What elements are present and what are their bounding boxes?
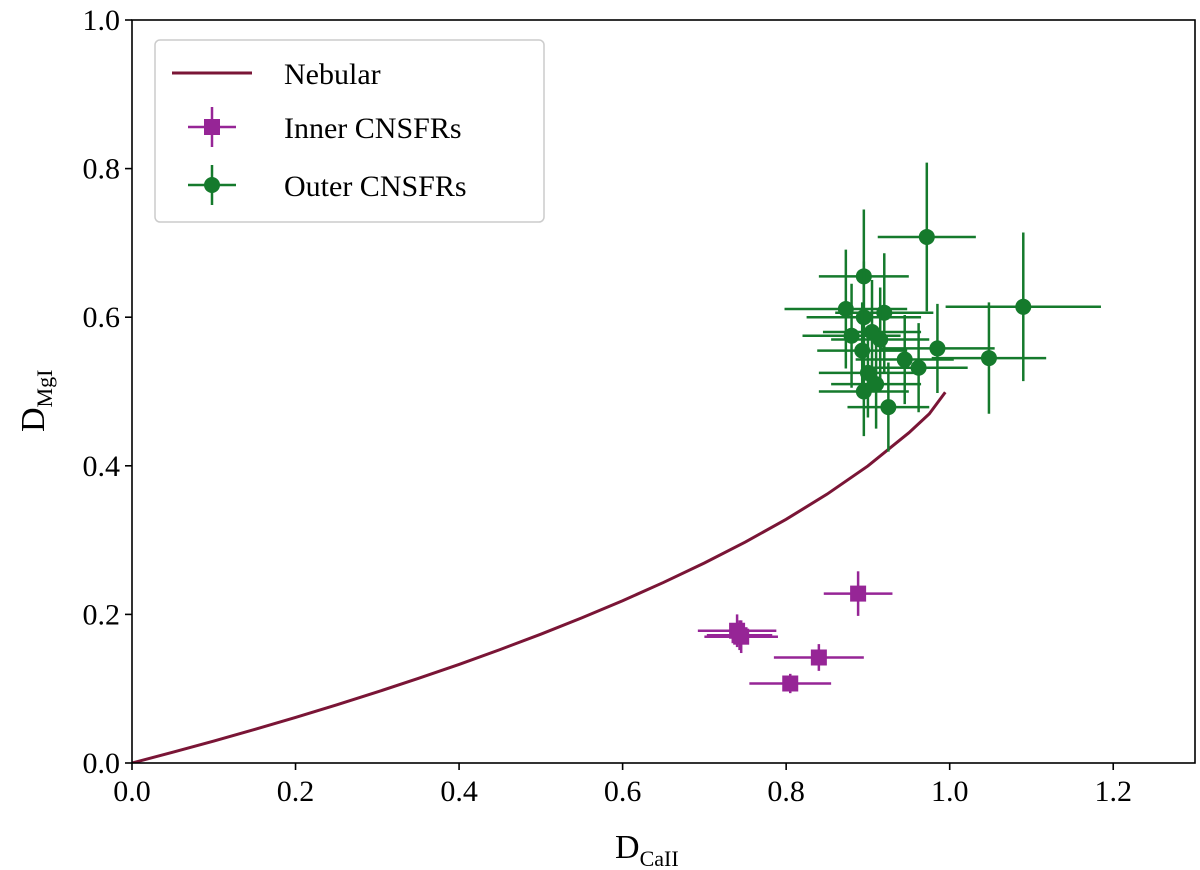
outer-cnsfr-point bbox=[876, 304, 893, 321]
x-tick-label: 0.8 bbox=[767, 775, 805, 808]
plot-frame bbox=[131, 19, 1196, 764]
y-axis-label-sub: MgI bbox=[32, 370, 57, 408]
legend-outer-label: Outer CNSFRs bbox=[284, 170, 467, 203]
legend-box bbox=[154, 39, 545, 223]
y-axis-ticks: 0.0 0.2 0.4 0.6 0.8 1.0 bbox=[83, 4, 132, 780]
x-tick-label: 0.4 bbox=[440, 775, 478, 808]
outer-cnsfr-point bbox=[855, 383, 872, 400]
outer-cnsfr-point bbox=[980, 350, 997, 367]
x-tick-label: 1.0 bbox=[931, 775, 969, 808]
inner-cnsfr-point bbox=[850, 585, 867, 602]
outer-cnsfr-point bbox=[896, 351, 913, 368]
y-tick-label: 0.0 bbox=[83, 747, 121, 780]
outer-cnsfr-point bbox=[843, 327, 860, 344]
inner-cnsfr-point bbox=[810, 649, 827, 666]
x-tick-label: 0.2 bbox=[277, 775, 315, 808]
legend-inner-label: Inner CNSFRs bbox=[284, 112, 462, 145]
outer-cnsfr-point bbox=[929, 340, 946, 357]
outer-cnsfr-point bbox=[880, 399, 897, 416]
y-tick-label: 1.0 bbox=[83, 4, 121, 37]
x-axis-ticks: 0.0 0.2 0.4 0.6 0.8 1.0 1.2 bbox=[113, 763, 1132, 808]
y-tick-label: 0.4 bbox=[83, 450, 121, 483]
inner-cnsfr-point bbox=[782, 675, 799, 692]
data-layer bbox=[132, 162, 1101, 763]
x-tick-label: 0.0 bbox=[113, 775, 151, 808]
y-tick-label: 0.2 bbox=[83, 598, 121, 631]
outer-cnsfr-point bbox=[918, 228, 935, 245]
legend-outer-marker bbox=[204, 177, 220, 193]
y-axis-label: DMgI bbox=[15, 370, 57, 432]
legend-nebular-label: Nebular bbox=[284, 58, 381, 91]
outer-cnsfr-point bbox=[854, 342, 871, 359]
outer-cnsfrs-series bbox=[784, 162, 1101, 452]
outer-cnsfr-point bbox=[1015, 298, 1032, 315]
nebular-curve bbox=[132, 391, 947, 763]
outer-cnsfr-point bbox=[872, 331, 889, 348]
inner-cnsfrs-series bbox=[697, 571, 893, 694]
y-axis-label-main: D bbox=[15, 407, 52, 432]
outer-cnsfr-point bbox=[868, 376, 885, 393]
x-axis-label: DCaII bbox=[615, 829, 679, 870]
x-axis-label-main: D bbox=[615, 829, 640, 866]
x-tick-label: 1.2 bbox=[1094, 775, 1132, 808]
legend-inner-marker bbox=[204, 119, 220, 135]
inner-cnsfr-point bbox=[731, 627, 748, 644]
y-tick-label: 0.6 bbox=[83, 301, 121, 334]
x-axis-label-sub: CaII bbox=[640, 846, 679, 870]
y-tick-label: 0.8 bbox=[83, 153, 121, 186]
legend: Nebular Inner CNSFRs Outer CNSFRs bbox=[154, 39, 545, 223]
x-tick-label: 0.6 bbox=[604, 775, 642, 808]
